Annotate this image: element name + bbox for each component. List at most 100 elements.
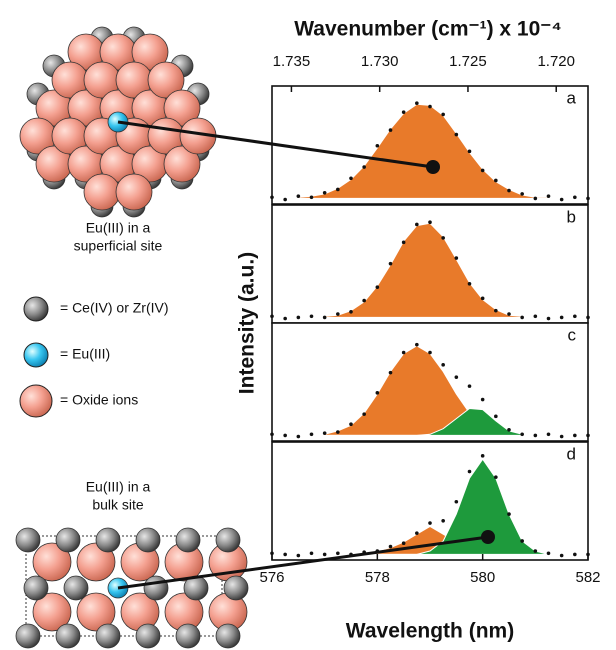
data-point xyxy=(586,316,590,320)
atom xyxy=(84,174,120,210)
data-point xyxy=(389,545,393,549)
data-point xyxy=(455,375,459,379)
data-point xyxy=(336,188,340,192)
data-point xyxy=(362,165,366,169)
data-point xyxy=(283,553,287,557)
data-point xyxy=(507,428,511,432)
data-point xyxy=(560,316,564,320)
data-point xyxy=(349,422,353,426)
data-point xyxy=(389,371,393,375)
atom xyxy=(136,528,160,552)
x-axis-title: Wavelength (nm) xyxy=(346,620,514,643)
data-point xyxy=(310,314,314,318)
data-point xyxy=(441,519,445,523)
data-point xyxy=(389,128,393,132)
atom xyxy=(144,576,168,600)
data-point xyxy=(376,391,380,395)
site-label: superficial site xyxy=(74,238,163,254)
data-point xyxy=(560,435,564,439)
x2-tick-label: 1.730 xyxy=(361,53,399,70)
data-point xyxy=(573,553,577,557)
x2-axis-title: Wavenumber (cm⁻¹) x 10⁻⁴ xyxy=(294,18,562,41)
data-point xyxy=(336,430,340,434)
data-point xyxy=(415,531,419,535)
data-point xyxy=(415,343,419,347)
x2-tick-label: 1.725 xyxy=(449,53,487,70)
data-point xyxy=(468,470,472,474)
y-axis-title: Intensity (a.u.) xyxy=(236,252,259,394)
panel-label: c xyxy=(568,325,577,344)
data-point xyxy=(468,150,472,154)
key-icon xyxy=(24,343,48,367)
data-point xyxy=(481,297,485,301)
connector-end xyxy=(481,530,495,544)
data-point xyxy=(494,179,498,183)
key-label: = Ce(IV) or Zr(IV) xyxy=(60,300,169,316)
data-point xyxy=(520,432,524,436)
data-point xyxy=(455,500,459,504)
data-point xyxy=(507,312,511,316)
data-point xyxy=(573,195,577,199)
data-point xyxy=(428,105,432,109)
data-point xyxy=(402,351,406,355)
data-point xyxy=(297,194,301,198)
atom xyxy=(56,528,80,552)
data-point xyxy=(573,314,577,318)
data-point xyxy=(534,197,538,201)
data-point xyxy=(494,309,498,313)
atom xyxy=(176,528,200,552)
data-point xyxy=(560,554,564,558)
data-point xyxy=(481,454,485,458)
atom xyxy=(64,576,88,600)
data-point xyxy=(520,192,524,196)
data-point xyxy=(468,282,472,286)
data-point xyxy=(415,101,419,105)
illustration xyxy=(16,27,248,648)
data-point xyxy=(441,236,445,240)
data-point xyxy=(441,363,445,367)
data-point xyxy=(520,316,524,320)
site-label: Eu(III) in a xyxy=(86,479,151,495)
atom xyxy=(96,624,120,648)
data-point xyxy=(297,554,301,558)
data-point xyxy=(310,551,314,555)
atom xyxy=(224,576,248,600)
data-point xyxy=(534,314,538,318)
data-point xyxy=(376,144,380,148)
data-point xyxy=(362,412,366,416)
site-label: bulk site xyxy=(92,497,144,513)
data-point xyxy=(336,551,340,555)
panel-label: d xyxy=(567,444,576,463)
data-point xyxy=(534,549,538,553)
atom xyxy=(136,624,160,648)
data-point xyxy=(402,110,406,114)
site-label: Eu(III) in a xyxy=(86,220,151,236)
key-icon xyxy=(20,385,52,417)
data-point xyxy=(376,285,380,289)
data-point xyxy=(270,314,274,318)
data-point xyxy=(586,434,590,438)
x2-tick-label: 1.720 xyxy=(537,53,575,70)
data-point xyxy=(494,475,498,479)
atom xyxy=(96,528,120,552)
data-point xyxy=(349,176,353,180)
x-tick-label: 580 xyxy=(470,569,495,586)
data-point xyxy=(310,195,314,199)
key-label: = Eu(III) xyxy=(60,346,110,362)
data-point xyxy=(310,432,314,436)
x-tick-label: 576 xyxy=(259,569,284,586)
data-point xyxy=(507,512,511,516)
x-tick-label: 578 xyxy=(365,569,390,586)
atom xyxy=(216,528,240,552)
panel-label: a xyxy=(567,88,577,107)
data-point xyxy=(547,194,551,198)
data-point xyxy=(547,551,551,555)
data-point xyxy=(323,431,327,435)
data-point xyxy=(441,113,445,117)
data-point xyxy=(389,262,393,266)
key-label: = Oxide ions xyxy=(60,392,138,408)
atom xyxy=(16,624,40,648)
data-point xyxy=(468,384,472,388)
data-point xyxy=(270,432,274,436)
atom xyxy=(56,624,80,648)
